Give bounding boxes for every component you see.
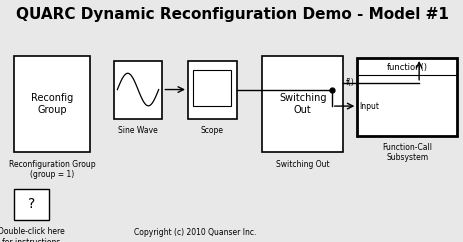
Text: Reconfiguration Group
(group = 1): Reconfiguration Group (group = 1): [9, 160, 95, 179]
Text: Copyright (c) 2010 Quanser Inc.: Copyright (c) 2010 Quanser Inc.: [133, 228, 256, 237]
Text: ?: ?: [28, 197, 35, 212]
Text: Function-Call
Subsystem: Function-Call Subsystem: [382, 143, 431, 162]
Text: Double-click here
for instructions: Double-click here for instructions: [0, 227, 64, 242]
Bar: [357, 58, 456, 136]
Bar: [113, 60, 162, 119]
Text: Q: Q: [34, 83, 70, 125]
Bar: [193, 70, 231, 106]
Bar: [188, 60, 236, 119]
Text: Sine Wave: Sine Wave: [118, 126, 157, 135]
Bar: [14, 56, 90, 152]
Text: Switching Out: Switching Out: [275, 160, 329, 169]
Text: f(): f(): [345, 78, 354, 87]
Bar: [14, 189, 49, 220]
Text: Switching
Out: Switching Out: [278, 93, 326, 115]
Text: Scope: Scope: [200, 126, 223, 135]
Text: QUARC Dynamic Reconfiguration Demo - Model #1: QUARC Dynamic Reconfiguration Demo - Mod…: [16, 7, 447, 22]
Text: function(): function(): [386, 63, 427, 72]
Text: Q: Q: [284, 83, 320, 125]
Text: Input: Input: [359, 102, 379, 111]
Bar: [262, 56, 343, 152]
Text: Reconfig
Group: Reconfig Group: [31, 93, 73, 115]
